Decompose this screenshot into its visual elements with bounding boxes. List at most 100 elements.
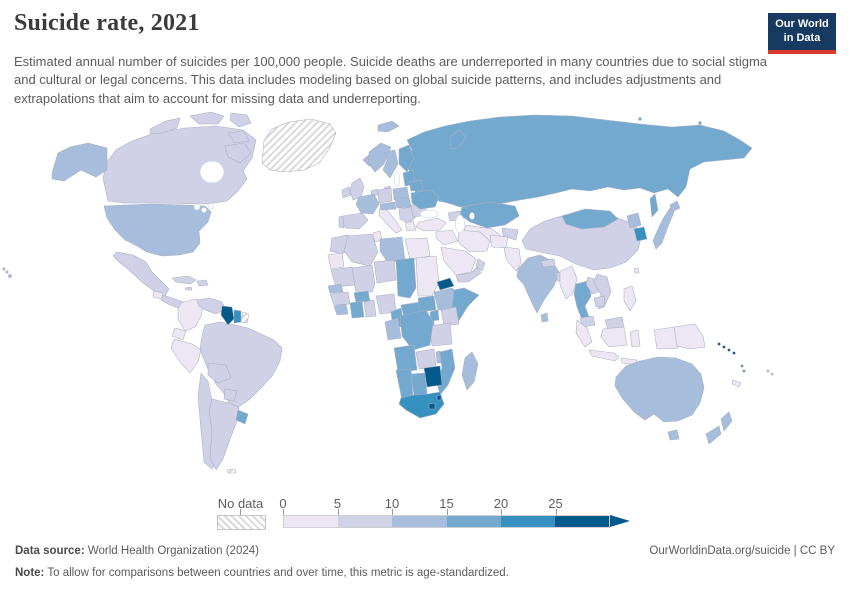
country-taiwan[interactable] xyxy=(633,267,640,274)
country-north-korea[interactable] xyxy=(626,212,642,229)
country-usa-hawaii-3[interactable] xyxy=(8,274,12,278)
country-norway-svalbard[interactable] xyxy=(377,120,400,133)
country-canada[interactable] xyxy=(102,125,257,205)
country-australia-tasmania[interactable] xyxy=(667,429,680,441)
country-usa-hawaii-2[interactable] xyxy=(5,270,9,274)
country-usa[interactable] xyxy=(103,203,212,257)
country-alpine[interactable] xyxy=(379,201,397,211)
country-nz-north[interactable] xyxy=(720,411,733,432)
country-yemen[interactable] xyxy=(455,266,482,283)
country-falklands[interactable] xyxy=(226,468,237,474)
country-angola[interactable] xyxy=(393,344,418,373)
country-usa-alaska[interactable] xyxy=(51,142,108,182)
country-russia-new-siberian[interactable] xyxy=(638,117,642,121)
country-solomon-4[interactable] xyxy=(732,351,736,355)
country-vanuatu-2[interactable] xyxy=(742,369,746,373)
country-nepal[interactable] xyxy=(540,258,556,268)
legend-bin-10-15[interactable] xyxy=(392,516,447,527)
country-south-sudan[interactable] xyxy=(417,295,437,313)
country-senegal[interactable] xyxy=(327,283,344,294)
country-australia[interactable] xyxy=(614,356,705,423)
country-ireland[interactable] xyxy=(341,186,352,199)
country-spain[interactable] xyxy=(339,212,369,230)
country-solomon-1[interactable] xyxy=(717,342,721,346)
country-sri-lanka[interactable] xyxy=(540,312,549,323)
country-portugal[interactable] xyxy=(338,215,345,229)
country-mongolia[interactable] xyxy=(561,208,619,230)
country-eswatini[interactable] xyxy=(436,394,442,401)
country-zambia[interactable] xyxy=(415,348,437,370)
country-kenya[interactable] xyxy=(440,306,460,327)
country-fiji-2[interactable] xyxy=(770,372,774,376)
country-cuba[interactable] xyxy=(171,275,197,285)
country-fiji-1[interactable] xyxy=(766,369,770,373)
country-argentina[interactable] xyxy=(208,398,240,471)
country-canada-arctic-1[interactable] xyxy=(149,117,181,135)
country-egypt[interactable] xyxy=(404,237,431,261)
country-drc[interactable] xyxy=(399,309,434,351)
country-kyrgyz-tajik[interactable] xyxy=(501,227,519,241)
country-suriname[interactable] xyxy=(233,309,242,324)
country-algeria[interactable] xyxy=(343,233,379,267)
country-russia[interactable] xyxy=(402,114,753,208)
country-gabon-congo[interactable] xyxy=(384,317,402,341)
country-chad[interactable] xyxy=(395,257,417,299)
country-czechia-hungary[interactable] xyxy=(394,196,412,209)
country-indonesia-west-papua[interactable] xyxy=(653,326,679,350)
country-niger[interactable] xyxy=(373,259,397,284)
country-guyana[interactable] xyxy=(220,305,235,326)
country-ecuador[interactable] xyxy=(171,327,187,341)
country-indonesia-borneo[interactable] xyxy=(600,326,628,348)
country-vanuatu-1[interactable] xyxy=(740,364,744,368)
country-germany[interactable] xyxy=(377,187,393,204)
country-mali[interactable] xyxy=(351,264,376,294)
country-mauritania[interactable] xyxy=(330,266,356,288)
country-nz-south[interactable] xyxy=(705,425,722,445)
country-india[interactable] xyxy=(516,254,560,314)
country-botswana[interactable] xyxy=(410,372,428,397)
country-jamaica[interactable] xyxy=(184,286,193,291)
country-new-caledonia[interactable] xyxy=(731,379,742,388)
country-greece[interactable] xyxy=(404,220,417,232)
country-norway[interactable] xyxy=(368,142,392,173)
country-greenland[interactable] xyxy=(261,118,337,173)
owid-logo[interactable]: Our World in Data xyxy=(768,13,836,54)
country-png[interactable] xyxy=(673,323,706,350)
country-canada-arctic-4[interactable] xyxy=(227,130,250,144)
country-venezuela[interactable] xyxy=(196,297,227,315)
country-namibia[interactable] xyxy=(395,368,414,401)
country-bolivia[interactable] xyxy=(207,362,232,384)
country-belarus[interactable] xyxy=(408,179,424,192)
country-eritrea[interactable] xyxy=(436,277,455,291)
country-pakistan[interactable] xyxy=(503,246,522,272)
country-oman[interactable] xyxy=(475,258,486,272)
legend-bin-0-5[interactable] xyxy=(284,516,339,527)
country-canada-baffin[interactable] xyxy=(224,142,252,164)
country-canada-arctic-3[interactable] xyxy=(229,112,252,128)
country-peru[interactable] xyxy=(170,338,202,374)
country-usa-hawaii-1[interactable] xyxy=(2,267,6,271)
owid-credit-link[interactable]: OurWorldinData.org/suicide | CC BY xyxy=(649,545,835,557)
country-madagascar[interactable] xyxy=(461,351,479,391)
country-lesotho[interactable] xyxy=(428,402,436,410)
country-kazakhstan[interactable] xyxy=(459,201,520,229)
country-ukraine[interactable] xyxy=(410,189,440,210)
country-western-sahara[interactable] xyxy=(327,252,345,270)
legend-bin-25-plus[interactable] xyxy=(554,516,610,527)
country-paraguay[interactable] xyxy=(223,388,238,402)
country-sierra-leone-liberia[interactable] xyxy=(333,303,349,316)
no-data-swatch[interactable] xyxy=(217,515,266,530)
country-france[interactable] xyxy=(355,193,380,215)
legend-bin-5-10[interactable] xyxy=(338,516,393,527)
country-turkey[interactable] xyxy=(415,217,447,232)
country-hispaniola[interactable] xyxy=(196,279,209,287)
country-russia-wrangel[interactable] xyxy=(698,121,702,125)
country-burkina-faso[interactable] xyxy=(353,290,371,303)
country-syria-iraq[interactable] xyxy=(435,229,459,246)
country-cambodia[interactable] xyxy=(593,295,606,308)
country-guinea[interactable] xyxy=(329,291,351,306)
country-ivory-coast[interactable] xyxy=(349,300,365,319)
country-malawi[interactable] xyxy=(435,350,442,364)
country-japan-hokkaido[interactable] xyxy=(669,200,681,213)
country-libya[interactable] xyxy=(379,236,406,264)
